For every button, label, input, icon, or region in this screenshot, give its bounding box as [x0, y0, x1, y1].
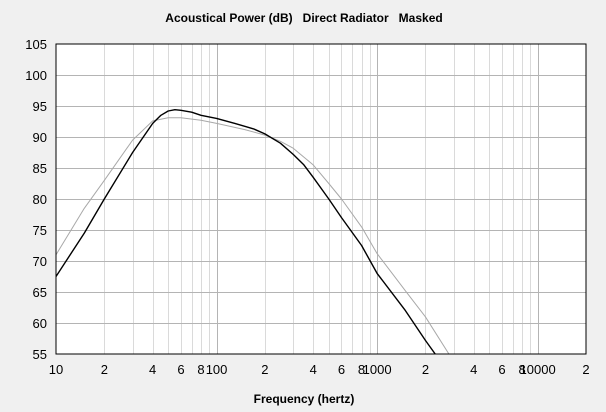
- x-tick-label: 10: [49, 362, 63, 377]
- y-tick-label: 55: [33, 347, 47, 362]
- x-tick-label: 4: [470, 362, 477, 377]
- x-tick-label: 6: [177, 362, 184, 377]
- y-tick-label: 75: [33, 223, 47, 238]
- x-tick-label: 8: [358, 362, 365, 377]
- major-grid: [56, 44, 586, 354]
- x-tick-label: 2: [261, 362, 268, 377]
- x-tick-label: 100: [206, 362, 228, 377]
- x-tick-label: 6: [498, 362, 505, 377]
- y-tick-label: 90: [33, 130, 47, 145]
- y-tick-label: 95: [33, 99, 47, 114]
- x-tick-label: 2: [422, 362, 429, 377]
- y-tick-label: 80: [33, 192, 47, 207]
- y-tick-label: 100: [25, 68, 47, 83]
- x-tick-label: 2: [582, 362, 589, 377]
- y-tick-label: 65: [33, 285, 47, 300]
- series-line-black: [56, 108, 436, 354]
- x-tick-label: 1000: [363, 362, 392, 377]
- series-line-gray: [56, 117, 450, 354]
- x-tick-label: 6: [338, 362, 345, 377]
- y-tick-labels: 55 60 65 70 75 80 85 90 95 100 105: [25, 37, 47, 362]
- x-tick-label: 8: [197, 362, 204, 377]
- series-layer: [56, 108, 450, 354]
- x-tick-label: 8: [518, 362, 525, 377]
- x-axis-label: Frequency (hertz): [254, 392, 355, 406]
- x-tick-label: 4: [310, 362, 317, 377]
- plot-frame: [55, 43, 587, 355]
- x-tick-label: 10000: [520, 362, 556, 377]
- x-tick-label: 4: [149, 362, 156, 377]
- y-tick-label: 105: [25, 37, 47, 52]
- x-tick-label: 2: [101, 362, 108, 377]
- y-tick-label: 85: [33, 161, 47, 176]
- y-tick-label: 70: [33, 254, 47, 269]
- y-tick-label: 60: [33, 316, 47, 331]
- chart-title: Acoustical Power (dB) Direct Radiator Ma…: [165, 11, 442, 25]
